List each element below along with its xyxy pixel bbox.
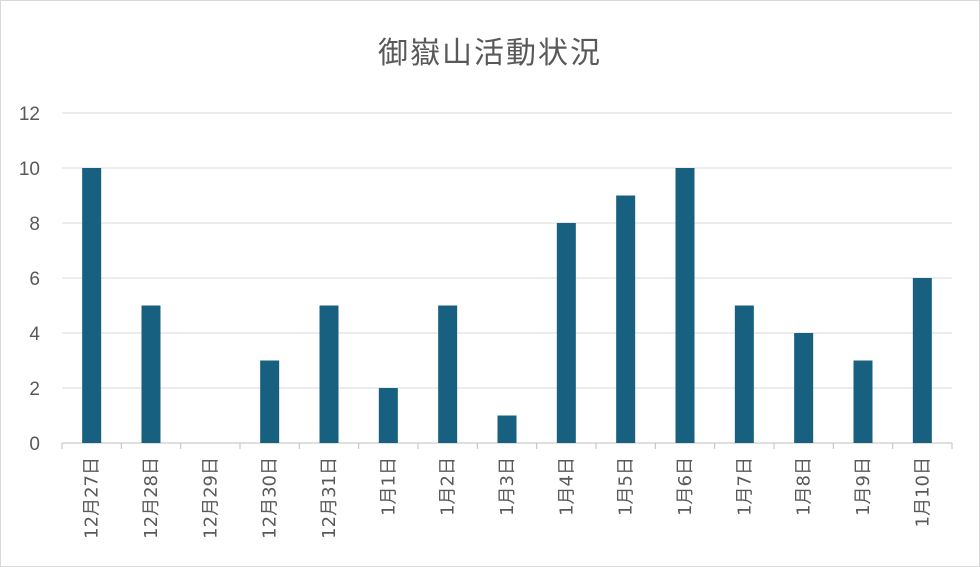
x-tick-label: 12月29日	[200, 457, 221, 539]
x-tick-label: 1月9日	[853, 457, 874, 516]
x-tick-label: 12月31日	[319, 457, 340, 539]
x-tick-label: 12月27日	[82, 457, 103, 539]
y-tick-label: 2	[29, 379, 40, 400]
bar	[497, 415, 517, 443]
bar	[438, 305, 458, 443]
x-tick-label: 1月2日	[438, 457, 459, 516]
x-tick-label: 1月3日	[497, 457, 518, 516]
bar	[319, 305, 339, 443]
x-tick-label: 12月30日	[260, 457, 281, 539]
y-tick-label: 8	[29, 214, 40, 235]
bar	[794, 333, 814, 443]
y-tick-label: 6	[29, 269, 40, 290]
y-tick-label: 12	[19, 104, 40, 125]
bar	[378, 388, 398, 443]
x-tick-label: 1月8日	[794, 457, 815, 516]
x-tick-label: 12月28日	[141, 457, 162, 539]
bar	[734, 305, 754, 443]
x-tick-label: 1月6日	[675, 457, 696, 516]
bar	[556, 223, 576, 443]
x-tick-label: 1月7日	[734, 457, 755, 516]
bar	[616, 195, 636, 443]
bar	[260, 360, 280, 443]
y-tick-label: 4	[29, 324, 40, 345]
bar	[675, 168, 695, 443]
bar	[912, 278, 932, 443]
x-tick-label: 1月4日	[556, 457, 577, 516]
bar	[82, 168, 102, 443]
x-tick-label: 1月10日	[912, 457, 933, 527]
chart-title: 御嶽山活動状況	[378, 36, 602, 71]
x-tick-label: 1月5日	[616, 457, 637, 516]
bar	[141, 305, 161, 443]
bar	[853, 360, 873, 443]
y-tick-label: 10	[19, 159, 40, 180]
y-tick-label: 0	[29, 434, 40, 455]
x-tick-label: 1月1日	[378, 457, 399, 516]
